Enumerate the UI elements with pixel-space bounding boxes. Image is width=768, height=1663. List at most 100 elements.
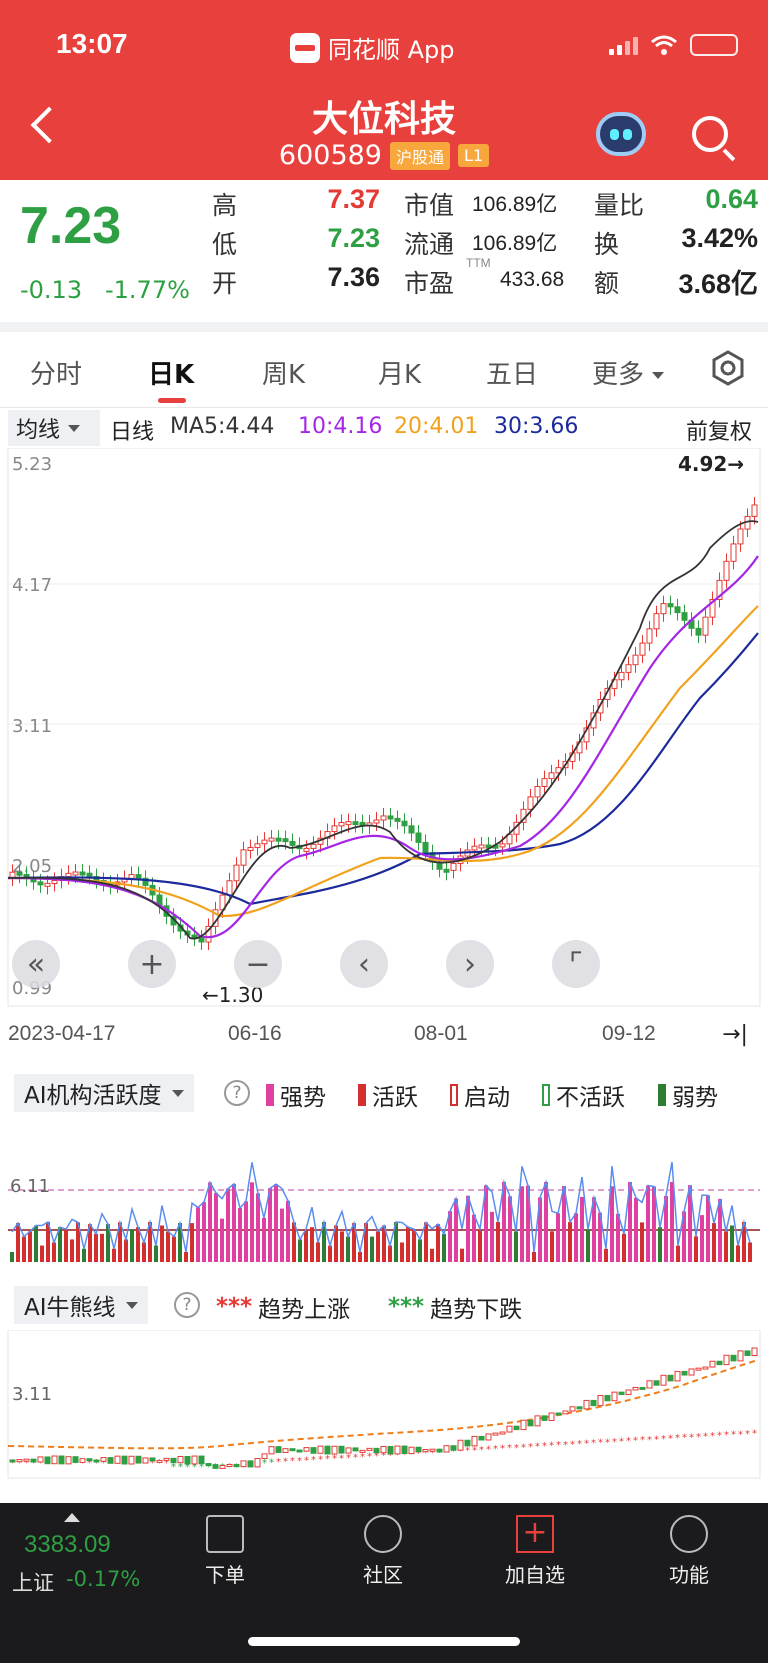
trend-star: * xyxy=(206,1462,211,1473)
trend-star: * xyxy=(325,1454,330,1465)
bullbear-candle xyxy=(317,1445,324,1454)
trend-star: * xyxy=(332,1454,337,1465)
fullscreen-button[interactable]: ⌜ xyxy=(552,940,600,988)
community-star-icon xyxy=(364,1515,402,1553)
activity-bar xyxy=(352,1223,356,1262)
activity-bar xyxy=(730,1225,734,1262)
bullbear-candle xyxy=(387,1445,394,1455)
trend-star: * xyxy=(598,1438,603,1449)
ai-robot-icon[interactable] xyxy=(596,112,646,156)
activity-bar xyxy=(112,1248,116,1262)
activity-bar xyxy=(70,1239,74,1262)
menu-list-icon xyxy=(670,1515,708,1553)
candle-body xyxy=(86,872,93,878)
activity-bar xyxy=(370,1236,374,1262)
tab-daily-k[interactable]: 日K xyxy=(148,360,195,390)
ai-bullbear-selector[interactable]: AI牛熊线 xyxy=(14,1286,148,1324)
scroll-right-button[interactable]: › xyxy=(446,940,494,988)
ma20-value: 20:4.01 xyxy=(394,414,479,439)
nav-community[interactable]: 社区 xyxy=(328,1515,438,1588)
trend-star: * xyxy=(395,1450,400,1461)
candle-body xyxy=(471,845,478,851)
activity-bar xyxy=(40,1245,44,1262)
tab-five-day[interactable]: 五日 xyxy=(486,360,539,390)
candle-body xyxy=(723,560,730,581)
legend-down-label: 趋势下跌 xyxy=(430,1297,523,1323)
tab-timeshare[interactable]: 分时 xyxy=(30,360,83,390)
bullbear-candle xyxy=(730,1354,737,1362)
tag-hgt[interactable]: 沪股通 xyxy=(389,141,450,170)
trend-star: * xyxy=(262,1458,267,1469)
trend-star: * xyxy=(528,1442,533,1453)
bullbear-candle xyxy=(44,1456,51,1465)
trend-star: * xyxy=(542,1441,547,1452)
period-tabs: 分时 日K 周K 月K 五日 更多 xyxy=(0,332,768,408)
bullbear-candle xyxy=(135,1455,142,1464)
ai-bullbear-chart[interactable]: 3.11 * * * * * * * * * * * * * * * * * * * * * * * * * * * * * * * * * * *… xyxy=(0,1330,768,1480)
zoom-out-button[interactable]: − xyxy=(234,940,282,988)
activity-bar xyxy=(604,1248,608,1262)
bullbear-candle xyxy=(121,1455,128,1465)
bullbear-candle xyxy=(380,1445,387,1454)
x-label-3: 08-01 xyxy=(414,1022,468,1045)
trend-star: * xyxy=(731,1430,736,1441)
index-value[interactable]: 3383.09 xyxy=(24,1531,111,1558)
activity-bar xyxy=(442,1233,446,1262)
candle-body xyxy=(44,882,51,887)
activity-bar xyxy=(664,1195,668,1262)
adjust-mode[interactable]: 前复权 xyxy=(686,420,753,445)
activity-bar xyxy=(700,1215,704,1262)
ma-selector[interactable]: 均线 xyxy=(8,410,100,446)
bullbear-candle xyxy=(128,1455,135,1465)
activity-bar xyxy=(646,1185,650,1262)
activity-level-label: 6.11 xyxy=(10,1176,50,1197)
candle-body xyxy=(65,872,72,878)
rewind-button[interactable]: « xyxy=(12,940,60,988)
bullbear-candle xyxy=(58,1455,65,1465)
tab-monthly-k[interactable]: 月K xyxy=(378,360,422,390)
trend-star: * xyxy=(178,1462,183,1473)
settings-gear-icon[interactable] xyxy=(710,350,746,386)
activity-bar xyxy=(436,1224,440,1262)
activity-bar xyxy=(322,1222,326,1262)
candle-body xyxy=(37,881,44,886)
ai-activity-selector[interactable]: AI机构活跃度 xyxy=(14,1074,194,1112)
zoom-in-button[interactable]: + xyxy=(128,940,176,988)
kline-chart[interactable]: 5.23 4.17 3.11 2.05 0.99 xyxy=(0,448,768,1008)
trend-star: * xyxy=(549,1441,554,1452)
search-icon[interactable] xyxy=(692,116,728,152)
tab-more[interactable]: 更多 xyxy=(592,354,665,391)
tab-weekly-k[interactable]: 周K xyxy=(262,360,306,390)
tag-level[interactable]: L1 xyxy=(458,144,490,167)
activity-bar xyxy=(616,1213,620,1262)
bullbear-candle xyxy=(142,1457,149,1464)
ai-activity-chart[interactable]: 6.11 xyxy=(0,1118,768,1268)
candle-body xyxy=(387,815,394,820)
trend-star: * xyxy=(675,1433,680,1444)
activity-bar xyxy=(76,1222,80,1262)
activity-bar xyxy=(544,1182,548,1262)
activity-bar xyxy=(538,1197,542,1262)
trend-star: * xyxy=(584,1439,589,1450)
activity-bar xyxy=(562,1186,566,1262)
activity-bar xyxy=(514,1231,518,1262)
scroll-left-button[interactable]: ‹ xyxy=(340,940,388,988)
latest-arrow-icon[interactable]: →| xyxy=(722,1022,748,1047)
legend-active: 活跃 xyxy=(358,1078,418,1112)
nav-order[interactable]: 下单 xyxy=(170,1515,280,1588)
pe-value: 433.68 xyxy=(500,268,565,291)
trend-star: * xyxy=(248,1462,253,1473)
nav-add-watchlist[interactable]: + 加自选 xyxy=(480,1515,590,1588)
activity-bar xyxy=(304,1229,308,1262)
activity-bar xyxy=(688,1185,692,1262)
expand-up-icon[interactable] xyxy=(64,1513,80,1522)
help-icon[interactable]: ? xyxy=(224,1080,250,1106)
y-label-2: 4.17 xyxy=(12,575,52,596)
trend-star: * xyxy=(17,1458,22,1469)
help-icon[interactable]: ? xyxy=(174,1292,200,1318)
ma10-value: 10:4.16 xyxy=(298,414,383,439)
bullbear-candle xyxy=(37,1456,44,1463)
y-label-3: 3.11 xyxy=(12,716,52,737)
trend-star: * xyxy=(353,1452,358,1463)
nav-functions[interactable]: 功能 xyxy=(634,1515,744,1588)
